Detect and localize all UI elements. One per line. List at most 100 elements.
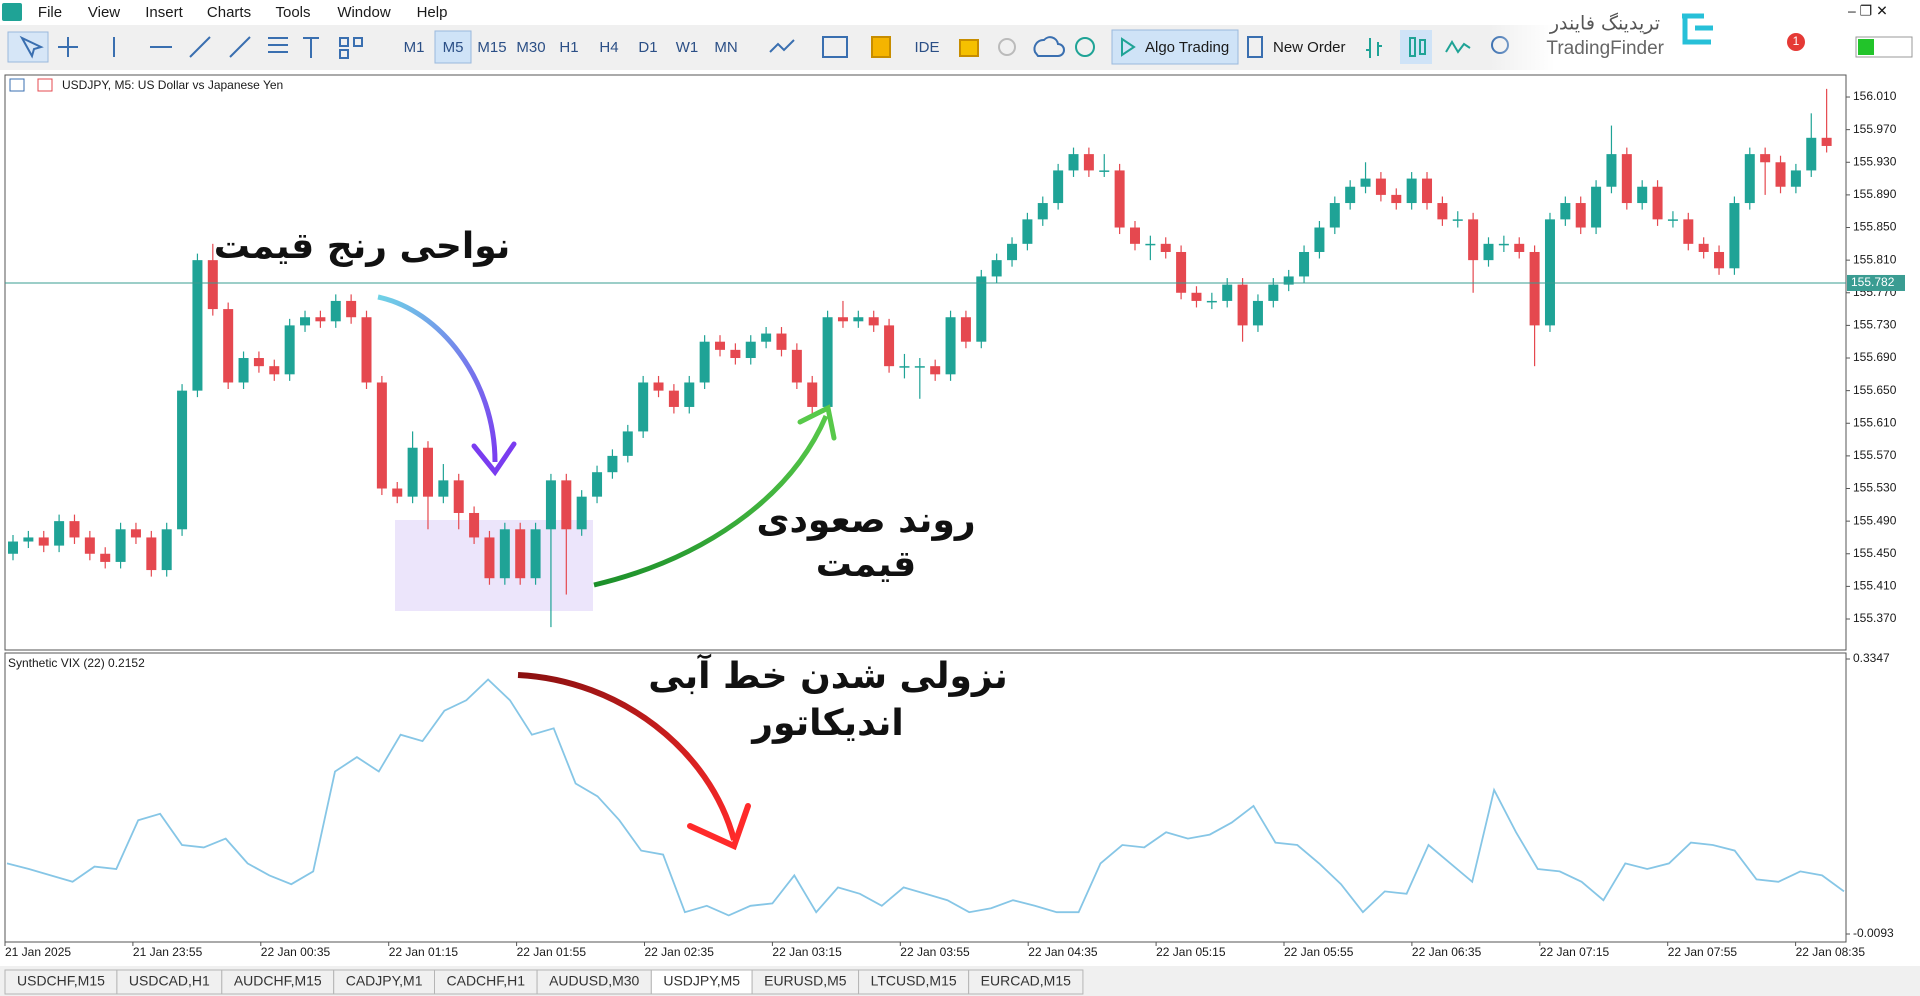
timeframe-button[interactable]: W1	[676, 39, 699, 56]
candle-body	[791, 349, 802, 383]
tab-label[interactable]: AUDUSD,M30	[549, 973, 639, 989]
candle-body	[1145, 243, 1156, 246]
tab-label[interactable]: USDJPY,M5	[663, 973, 740, 989]
candle-body	[284, 325, 295, 375]
menu-item[interactable]: File	[38, 4, 62, 21]
y-tick-label: 155.930	[1853, 154, 1897, 168]
timeframe-button[interactable]: M15	[477, 39, 506, 56]
y-tick-label: 155.530	[1853, 481, 1897, 495]
current-price-label: 155.782	[1851, 275, 1895, 289]
tab-label[interactable]: CADCHF,H1	[447, 973, 526, 989]
candle-body	[545, 480, 556, 530]
timeframe-button[interactable]: M1	[404, 39, 425, 56]
tab[interactable]	[968, 969, 1084, 995]
candle-body	[1452, 219, 1463, 221]
y-tick-label: 156.010	[1853, 89, 1897, 103]
header-icon	[37, 78, 53, 92]
arrow-head	[471, 441, 517, 477]
x-tick-label: 22 Jan 01:15	[389, 945, 459, 959]
candle-body	[422, 447, 433, 497]
candle-body	[23, 537, 34, 542]
candle-body	[1191, 292, 1202, 301]
x-tick-label: 22 Jan 03:55	[900, 945, 970, 959]
candle-body	[1283, 276, 1294, 285]
candle-body	[1637, 186, 1648, 204]
tab[interactable]	[4, 969, 118, 995]
x-tick-label: 22 Jan 03:15	[772, 945, 842, 959]
candle-body	[499, 529, 510, 579]
candle-body	[1621, 154, 1632, 204]
timeframe-button[interactable]: H4	[599, 39, 618, 56]
candle-body	[1714, 251, 1725, 269]
tab[interactable]	[434, 969, 538, 995]
timeframe-button[interactable]: MN	[714, 39, 737, 56]
candle-body	[576, 496, 587, 530]
menu-item[interactable]: Window	[337, 4, 391, 21]
candle-body	[54, 521, 65, 546]
arrow	[377, 294, 498, 463]
play-icon	[1121, 37, 1136, 57]
tab[interactable]	[221, 969, 335, 995]
tab-label[interactable]: LTCUSD,M15	[871, 973, 957, 989]
tab[interactable]	[650, 969, 753, 995]
x-tick-label: 22 Jan 04:35	[1028, 945, 1098, 959]
y-tick-label: 155.370	[1853, 611, 1897, 625]
tab[interactable]	[751, 969, 860, 995]
candle-body	[453, 480, 464, 513]
timeframe-button[interactable]: M30	[516, 39, 545, 56]
candle-body	[1176, 251, 1187, 293]
x-tick-label: 22 Jan 06:35	[1412, 945, 1482, 959]
candle-body	[930, 366, 941, 375]
candle-body	[684, 382, 695, 407]
timeframe-button[interactable]: H1	[559, 39, 578, 56]
current-price-box	[1847, 274, 1905, 291]
timeframe-button[interactable]: M5	[443, 39, 464, 56]
menu-item[interactable]: View	[88, 4, 120, 21]
menu-item[interactable]: Insert	[145, 4, 183, 21]
window-controls[interactable]: – ❐ ✕	[1848, 3, 1888, 19]
candle-body	[223, 309, 234, 383]
header-icon	[9, 78, 25, 92]
candle-body	[1468, 219, 1479, 261]
tab-label[interactable]: USDCHF,M15	[17, 973, 105, 989]
candle-body	[1022, 219, 1033, 244]
tab[interactable]	[116, 969, 223, 995]
candle-body	[668, 390, 679, 407]
ide-button[interactable]: IDE	[914, 39, 939, 56]
candle-body	[592, 472, 603, 497]
candle-body	[1652, 186, 1663, 220]
candle-body	[1083, 154, 1094, 171]
new-order-button[interactable]: New Order	[1273, 39, 1346, 56]
tab-label[interactable]: AUDCHF,M15	[234, 973, 322, 989]
candle-body	[1498, 243, 1509, 246]
algo-trading-button[interactable]: Algo Trading	[1145, 39, 1229, 56]
menu-item[interactable]: Charts	[207, 4, 251, 21]
candle-body	[1268, 284, 1279, 301]
arrow-head	[797, 404, 837, 441]
candle-body	[776, 333, 787, 350]
tab-label[interactable]: EURCAD,M15	[981, 973, 1071, 989]
candle-body	[315, 317, 326, 322]
menu-item[interactable]: Help	[417, 4, 448, 21]
candle-body	[1360, 178, 1371, 187]
candle-body	[1544, 219, 1555, 326]
y-tick-label: 155.610	[1853, 415, 1897, 429]
chart-title: USDJPY, M5: US Dollar vs Japanese Yen	[62, 78, 283, 92]
timeframe-active	[434, 30, 472, 64]
candle-body	[653, 382, 664, 391]
tab[interactable]	[536, 969, 652, 995]
candle-body	[1053, 170, 1064, 204]
timeframe-button[interactable]: D1	[638, 39, 657, 56]
x-tick-label: 21 Jan 23:55	[133, 945, 203, 959]
y-tick-label: 155.810	[1853, 252, 1897, 266]
tab-label[interactable]: CADJPY,M1	[346, 973, 423, 989]
tab-label[interactable]: EURUSD,M5	[764, 973, 847, 989]
tab-label[interactable]: USDCAD,H1	[129, 973, 210, 989]
menu-item[interactable]: Tools	[275, 4, 310, 21]
annotation: قیمت	[816, 544, 917, 585]
candle-body	[837, 317, 848, 322]
candle-body	[761, 333, 772, 342]
x-tick-label: 22 Jan 01:55	[517, 945, 587, 959]
logo-mark	[1682, 13, 1713, 45]
candle-body	[346, 300, 357, 318]
